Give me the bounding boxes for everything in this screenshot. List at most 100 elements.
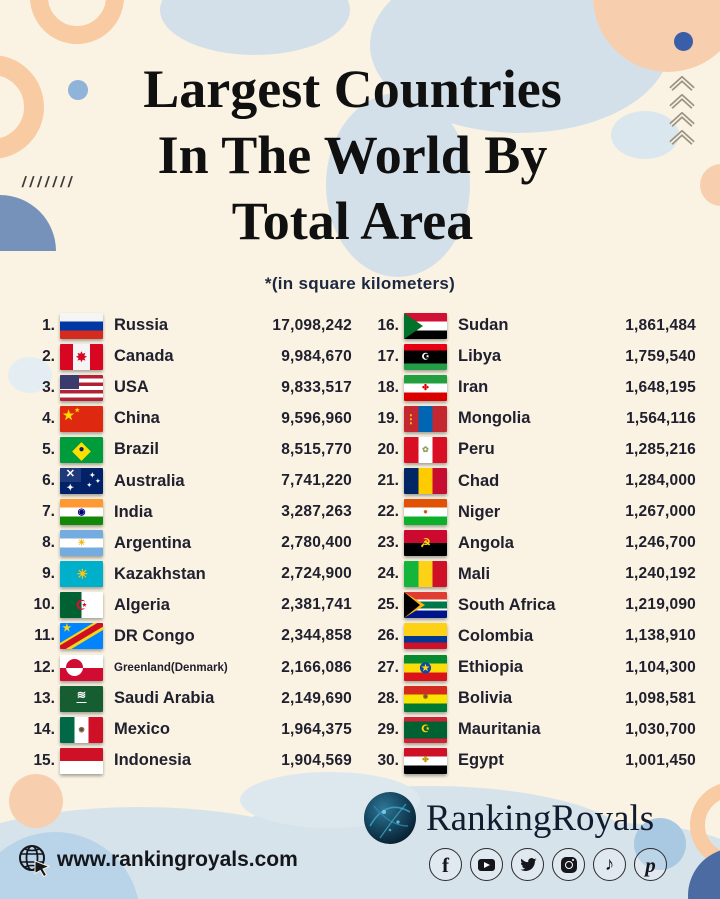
rank-number: 22. (377, 503, 399, 521)
rank-number: 13. (33, 689, 55, 707)
country-row: 3. USA 9,833,517 (28, 372, 352, 403)
country-flag-icon: ✕ ✦ ✦ ✦ ✦ (60, 468, 103, 495)
country-flag-icon (404, 623, 447, 650)
rank-number: 16. (377, 316, 399, 334)
country-name: DR Congo (114, 626, 195, 645)
country-name: Ethiopia (458, 658, 524, 677)
country-name: South Africa (458, 595, 556, 614)
country-area-value: 17,098,242 (272, 316, 352, 334)
website-link[interactable]: www.rankingroyals.com (16, 842, 298, 878)
country-area-value: 1,861,484 (625, 316, 696, 334)
country-name: Bolivia (458, 689, 513, 708)
country-name: Russia (114, 316, 169, 335)
country-area-value: 2,780,400 (281, 534, 352, 552)
country-area-value: 3,287,263 (281, 503, 352, 521)
instagram-icon[interactable] (552, 848, 585, 881)
country-name: Indonesia (114, 751, 192, 770)
country-flag-icon: ✤ (404, 747, 447, 774)
country-area-value: 1,240,192 (625, 565, 696, 583)
rank-number: 23. (377, 534, 399, 552)
country-area-value: 1,267,000 (625, 503, 696, 521)
country-row: 10. ☪ Algeria 2,381,741 (28, 590, 352, 621)
page-title: Largest Countries In The World By Total … (20, 56, 685, 254)
country-area-value: 7,741,220 (281, 472, 352, 490)
country-area-value: 1,030,700 (625, 720, 696, 738)
country-area-value: 1,098,581 (625, 689, 696, 707)
country-row: 18. ✤ Iran 1,648,195 (372, 372, 696, 403)
country-row: 25. South Africa 1,219,090 (372, 590, 696, 621)
rank-number: 20. (377, 440, 399, 458)
rank-number: 29. (377, 720, 399, 738)
country-area-value: 2,381,741 (281, 596, 352, 614)
country-row: 6. ✕ ✦ ✦ ✦ ✦ Australia 7,741,220 (28, 465, 352, 496)
country-area-value: 1,246,700 (625, 534, 696, 552)
country-name: Angola (458, 533, 514, 552)
country-area-value: 1,001,450 (625, 751, 696, 769)
country-area-value: 9,984,670 (281, 347, 352, 365)
country-flag-icon (60, 374, 103, 401)
country-row: 11. ★ DR Congo 2,344,858 (28, 621, 352, 652)
country-row: 20. ✿ Peru 1,285,216 (372, 434, 696, 465)
rank-number: 6. (42, 472, 55, 490)
country-flag-icon: ☀ (60, 530, 103, 557)
country-row: 13. ≋ — Saudi Arabia 2,149,690 (28, 683, 352, 714)
list-column-right: 16. Sudan 1,861,484 17. ☪ Libya 1,759,540 18. ✤ I… (372, 310, 696, 776)
country-flag-icon: ● (404, 499, 447, 526)
country-area-value: 1,104,300 (625, 658, 696, 676)
brand-name: RankingRoyals (426, 797, 655, 839)
title-line-2: In The World By (157, 125, 548, 185)
country-flag-icon: ◉ (60, 499, 103, 526)
country-row: 14. ◉ Mexico 1,964,375 (28, 714, 352, 745)
youtube-icon[interactable] (470, 848, 503, 881)
country-flag-icon (404, 561, 447, 588)
decor-blue-dot-title (68, 80, 88, 100)
country-area-value: 1,904,569 (281, 751, 352, 769)
country-flag-icon: ✪ (404, 654, 447, 681)
rank-number: 17. (377, 347, 399, 365)
tiktok-icon[interactable]: ♪ (593, 848, 626, 881)
country-row: 7. ◉ India 3,287,263 (28, 497, 352, 528)
decor-circle-right (700, 164, 720, 206)
country-row: 29. ☪ Mauritania 1,030,700 (372, 714, 696, 745)
facebook-icon[interactable]: f (429, 848, 462, 881)
rank-number: 3. (42, 378, 55, 396)
country-flag-icon: ☭ (404, 530, 447, 557)
country-area-value: 1,564,116 (626, 409, 696, 427)
country-row: 28. ◉ Bolivia 1,098,581 (372, 683, 696, 714)
country-name: India (114, 502, 153, 521)
country-flag-icon: ≋ — (60, 685, 103, 712)
country-area-value: 2,724,900 (281, 565, 352, 583)
country-row: 12. Greenland(Denmark) 2,166,086 (28, 652, 352, 683)
country-flag-icon: ◉ (60, 716, 103, 743)
country-flag-icon: ★ ★ (60, 405, 103, 432)
country-row: 19. ⋮ Mongolia 1,564,116 (372, 403, 696, 434)
country-name: Egypt (458, 751, 504, 770)
rank-number: 7. (42, 503, 55, 521)
rank-number: 18. (377, 378, 399, 396)
country-flag-icon: ◉ (404, 685, 447, 712)
country-row: 23. ☭ Angola 1,246,700 (372, 528, 696, 559)
country-area-value: 2,344,858 (281, 627, 352, 645)
pinterest-icon[interactable]: p (634, 848, 667, 881)
country-row: 9. ☀ Kazakhstan 2,724,900 (28, 559, 352, 590)
country-name: Algeria (114, 595, 170, 614)
rank-number: 25. (377, 596, 399, 614)
rank-number: 8. (42, 534, 55, 552)
twitter-icon[interactable] (511, 848, 544, 881)
list-column-left: 1. Russia 17,098,242 2. ✸ Canada 9,984,670 3. US… (28, 310, 352, 776)
country-flag-icon: ☀ (60, 561, 103, 588)
country-name: Colombia (458, 626, 534, 645)
rank-number: 28. (377, 689, 399, 707)
title-line-3: Total Area (231, 191, 474, 251)
country-row: 22. ● Niger 1,267,000 (372, 497, 696, 528)
country-row: 4. ★ ★ China 9,596,960 (28, 403, 352, 434)
country-flag-icon: ✤ (404, 374, 447, 401)
website-url[interactable]: www.rankingroyals.com (57, 848, 298, 871)
country-flag-icon (60, 747, 103, 774)
country-flag-icon: ◆ ● (60, 436, 103, 463)
country-flag-icon (404, 468, 447, 495)
country-area-value: 2,149,690 (281, 689, 352, 707)
country-area-value: 9,596,960 (281, 409, 352, 427)
rank-number: 12. (33, 658, 55, 676)
